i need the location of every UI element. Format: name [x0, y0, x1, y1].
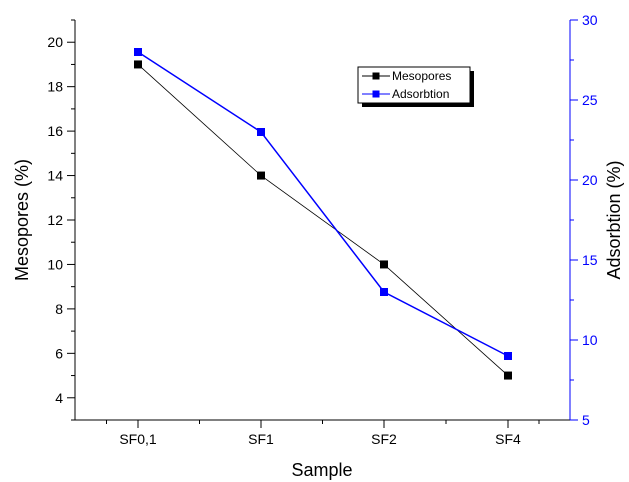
y-tick-label: 16	[47, 123, 63, 139]
y-tick-label: 6	[55, 345, 63, 361]
data-point-adsorbtion	[380, 288, 388, 296]
legend-marker-mesopores	[372, 72, 380, 80]
data-point-mesopores	[380, 260, 388, 269]
y-axis-right-ticks: 5 10 15 20 25 30	[570, 12, 598, 428]
legend-label-mesopores: Mesopores	[392, 69, 451, 83]
y-tick-label: 10	[47, 256, 63, 272]
x-tick-label: SF4	[495, 431, 521, 447]
y-axis-left-title: Mesopores (%)	[12, 159, 32, 281]
legend-marker-adsorbtion	[372, 90, 380, 98]
y2-tick-label: 20	[582, 172, 598, 188]
x-tick-label: SF0,1	[119, 431, 157, 447]
data-point-adsorbtion	[134, 48, 142, 56]
series-line-adsorbtion	[137, 51, 509, 357]
y2-tick-label: 15	[582, 252, 598, 268]
data-point-mesopores	[134, 60, 142, 69]
data-point-mesopores	[504, 371, 512, 380]
y-tick-label: 20	[47, 34, 63, 50]
y-tick-label: 12	[47, 212, 63, 228]
y2-tick-label: 25	[582, 92, 598, 108]
y-tick-label: 8	[55, 301, 63, 317]
y2-tick-label: 5	[582, 412, 590, 428]
data-point-adsorbtion	[504, 352, 512, 360]
y2-tick-label: 30	[582, 12, 598, 28]
y2-tick-label: 10	[582, 332, 598, 348]
x-axis-title: Sample	[291, 460, 352, 480]
x-tick-label: SF2	[371, 431, 397, 447]
x-tick-label: SF1	[248, 431, 274, 447]
x-axis-ticks: SF0,1 SF1 SF2 SF4	[106, 420, 540, 447]
series-layer	[134, 48, 512, 380]
y-axis-right-title: Adsorbtion (%)	[604, 160, 624, 279]
y-tick-label: 18	[47, 79, 63, 95]
y-tick-label: 4	[55, 390, 63, 406]
legend: Mesopores Adsorbtion	[357, 66, 474, 107]
series-line-mesopores	[137, 64, 509, 376]
legend-label-adsorbtion: Adsorbtion	[392, 87, 449, 101]
data-point-mesopores	[257, 171, 265, 180]
data-point-adsorbtion	[257, 128, 265, 136]
y-tick-label: 14	[47, 168, 63, 184]
y-axis-left-ticks: 4 6 8 10 12 14 16 18 20	[47, 19, 75, 421]
